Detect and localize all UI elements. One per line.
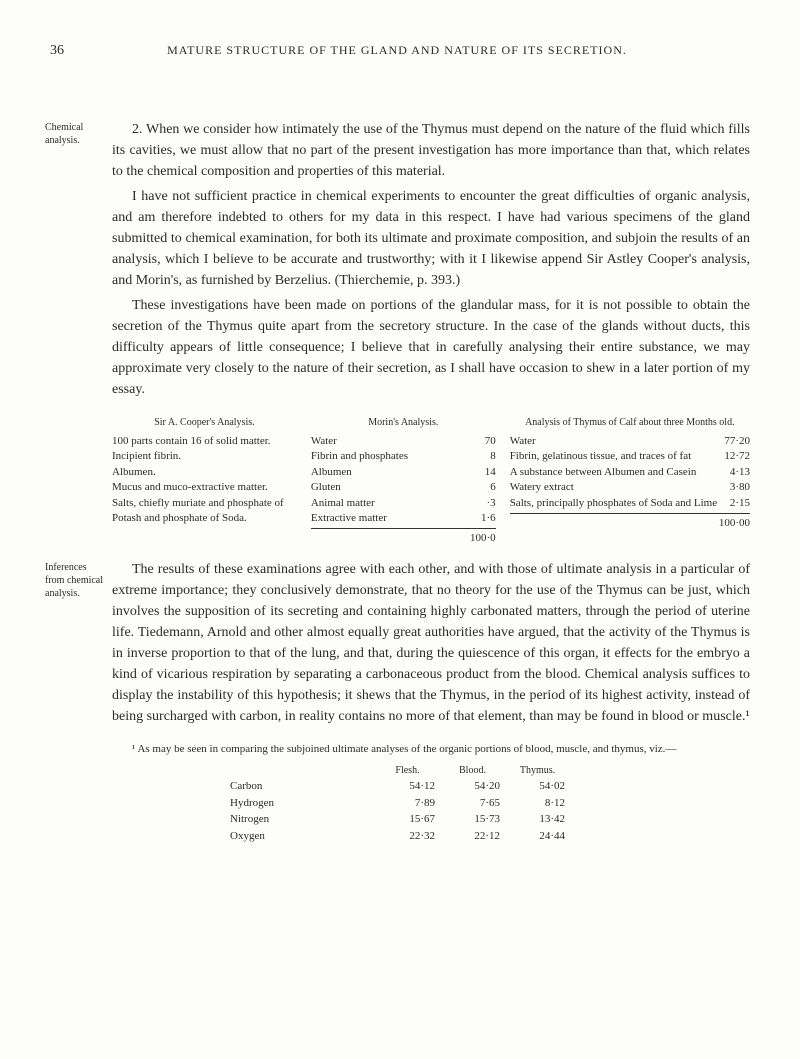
cooper-title: Sir A. Cooper's Analysis. <box>112 416 297 430</box>
calf-val: 12·72 <box>718 449 750 464</box>
cooper-row: Salts, chiefly muriate and phosphate of … <box>112 496 297 527</box>
cooper-row: Mucus and muco-extractive matter. <box>112 480 297 495</box>
elem-header: Thymus. <box>510 763 575 778</box>
cooper-row: 100 parts contain 16 of solid matter. <box>112 434 297 449</box>
morin-val: 70 <box>479 434 496 449</box>
elem-val: 22·12 <box>445 828 510 845</box>
calf-label: Water <box>510 434 719 449</box>
elem-val: 24·44 <box>510 828 575 845</box>
running-header: MATURE STRUCTURE OF THE GLAND AND NATURE… <box>64 41 730 59</box>
calf-val: 3·80 <box>724 480 750 495</box>
morin-val: 6 <box>484 480 496 495</box>
calf-val: 4·13 <box>724 465 750 480</box>
calf-label: A substance between Albumen and Casein <box>510 465 724 480</box>
elem-name: Oxygen <box>230 828 380 845</box>
cooper-analysis-col: Sir A. Cooper's Analysis. 100 parts cont… <box>112 416 297 547</box>
elem-val: 7·89 <box>380 795 445 812</box>
elem-name: Nitrogen <box>230 811 380 828</box>
calf-label: Salts, principally phosphates of Soda an… <box>510 496 724 511</box>
elem-name: Carbon <box>230 778 380 795</box>
elem-val: 13·42 <box>510 811 575 828</box>
paragraph-4: The results of these examinations agree … <box>112 559 750 727</box>
calf-analysis-col: Analysis of Thymus of Calf about three M… <box>510 416 750 547</box>
margin-note-inferences: Inferences from chemical analysis. <box>45 561 107 600</box>
paragraph-2: I have not sufficient practice in chemic… <box>112 186 750 291</box>
elem-val: 15·73 <box>445 811 510 828</box>
elem-name: Hydrogen <box>230 795 380 812</box>
ultimate-analysis-table: Flesh. Blood. Thymus. Carbon 54·12 54·20… <box>230 763 750 844</box>
morin-val: ·3 <box>481 496 496 511</box>
morin-label: Extractive matter <box>311 511 475 526</box>
paragraph-3: These investigations have been made on p… <box>112 295 750 400</box>
morin-label: Water <box>311 434 479 449</box>
calf-val: 77·20 <box>718 434 750 449</box>
footnote-1: ¹ As may be seen in comparing the subjoi… <box>112 741 750 758</box>
morin-title: Morin's Analysis. <box>311 416 496 430</box>
morin-val: 8 <box>484 449 496 464</box>
elem-val: 54·20 <box>445 778 510 795</box>
morin-analysis-col: Morin's Analysis. Water70 Fibrin and pho… <box>311 416 496 547</box>
morin-total: 100·0 <box>470 531 496 546</box>
calf-title: Analysis of Thymus of Calf about three M… <box>510 416 750 430</box>
elem-val: 7·65 <box>445 795 510 812</box>
cooper-row: Albumen. <box>112 465 297 480</box>
margin-note-chemical-analysis: Chemical analysis. <box>45 121 107 147</box>
morin-label: Fibrin and phosphates <box>311 449 484 464</box>
elem-val: 8·12 <box>510 795 575 812</box>
elem-val: 54·02 <box>510 778 575 795</box>
calf-label: Watery extract <box>510 480 724 495</box>
elem-header: Blood. <box>445 763 510 778</box>
elem-val: 22·32 <box>380 828 445 845</box>
paragraph-1: 2. When we consider how intimately the u… <box>112 119 750 182</box>
analysis-tables: Sir A. Cooper's Analysis. 100 parts cont… <box>112 416 750 547</box>
calf-label: Fibrin, gelatinous tissue, and traces of… <box>510 449 719 464</box>
morin-label: Gluten <box>311 480 484 495</box>
morin-label: Albumen <box>311 465 479 480</box>
calf-total: 100·00 <box>719 516 750 531</box>
calf-val: 2·15 <box>724 496 750 511</box>
morin-val: 1·6 <box>475 511 496 526</box>
page-number: 36 <box>50 40 64 61</box>
elem-val: 15·67 <box>380 811 445 828</box>
cooper-row: Incipient fibrin. <box>112 449 297 464</box>
morin-val: 14 <box>479 465 496 480</box>
elem-header: Flesh. <box>380 763 445 778</box>
morin-label: Animal matter <box>311 496 481 511</box>
elem-val: 54·12 <box>380 778 445 795</box>
